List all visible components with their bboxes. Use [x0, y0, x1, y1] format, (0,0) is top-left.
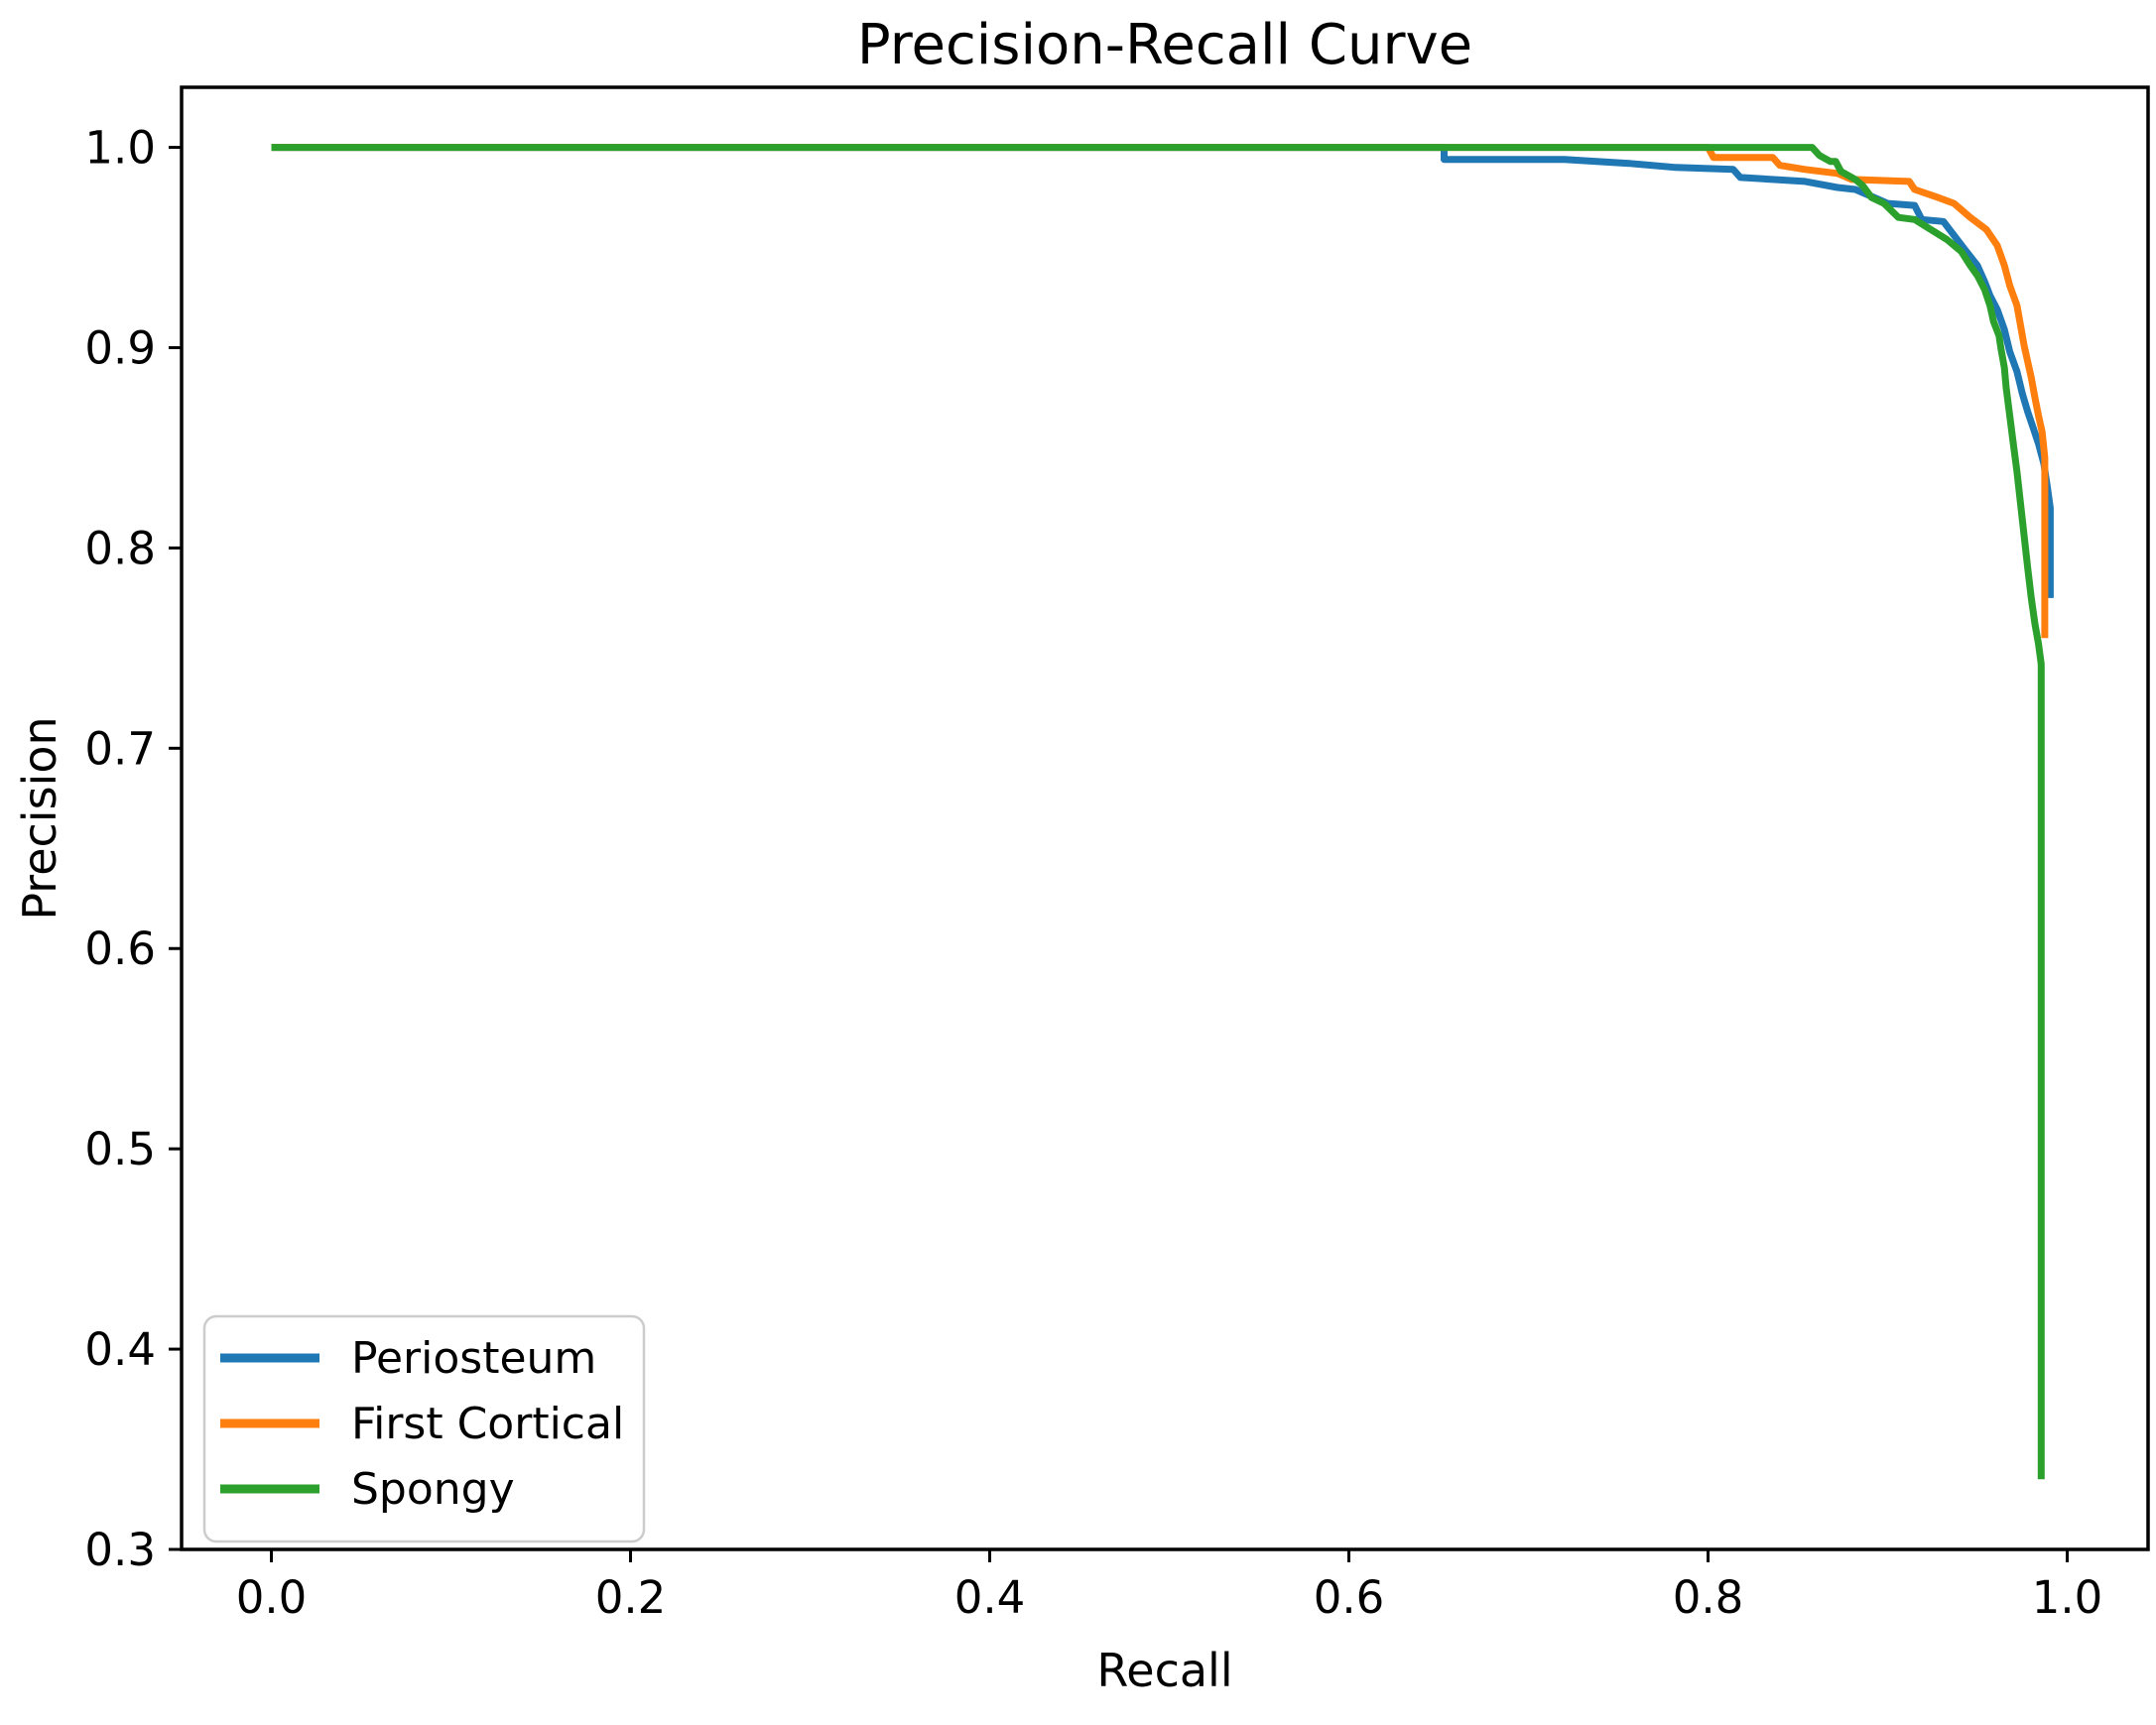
y-tick-label: 0.7: [84, 722, 156, 775]
chart-title: Precision-Recall Curve: [857, 13, 1472, 77]
series-line-spongy: [271, 144, 2045, 1480]
axis-ticks: 0.0 0.2 0.4 0.6 0.8 1.0 0.3 0.4 0.5 0.6 0.7 0.8 0.9 1…: [84, 122, 2102, 1624]
x-tick-label: 0.4: [954, 1571, 1026, 1624]
series-line-periosteum: [271, 144, 2054, 598]
legend-label-spongy: Spongy: [351, 1464, 515, 1515]
legend: Periosteum First Cortical Spongy: [202, 1314, 646, 1543]
legend-label-periosteum: Periosteum: [351, 1333, 596, 1384]
legend-label-first-cortical: First Cortical: [351, 1399, 624, 1449]
y-tick-label: 0.9: [84, 321, 156, 374]
x-tick-label: 0.8: [1673, 1571, 1744, 1624]
series-line-first-cortical: [271, 144, 2049, 639]
y-tick-label: 0.6: [84, 923, 156, 975]
y-tick-label: 1.0: [84, 122, 156, 175]
plot-area: [182, 87, 2148, 1549]
series-lines: [271, 144, 2054, 1480]
x-tick-label: 0.0: [236, 1571, 308, 1624]
y-tick-label: 0.8: [84, 522, 156, 574]
x-tick-label: 0.2: [595, 1571, 667, 1624]
y-axis-label: Precision: [13, 716, 66, 920]
y-tick-label: 0.3: [84, 1524, 156, 1576]
axes-frame: [180, 85, 2150, 1551]
y-tick-label: 0.4: [84, 1323, 156, 1376]
y-tick-label: 0.5: [84, 1123, 156, 1175]
x-tick-label: 1.0: [2032, 1571, 2103, 1624]
x-axis-label: Recall: [1096, 1644, 1232, 1697]
x-tick-label: 0.6: [1314, 1571, 1385, 1624]
